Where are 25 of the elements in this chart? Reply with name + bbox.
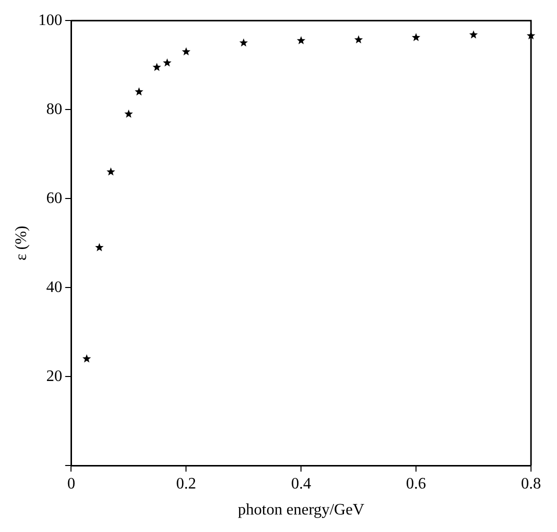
point <box>124 110 133 118</box>
y-tick-label: 100 <box>38 12 62 29</box>
x-tick-label: 0.4 <box>291 475 312 492</box>
point <box>182 47 190 56</box>
y-tick-label: 40 <box>46 278 62 296</box>
x-tick-label: 0 <box>67 475 76 492</box>
x-tick-label: 0.8 <box>521 475 541 492</box>
y-tick-label: 20 <box>46 368 62 385</box>
x-axis-title: photon energy/GeV <box>238 502 365 519</box>
point <box>82 354 91 362</box>
y-axis-title: ε (%) <box>12 226 30 260</box>
point <box>469 30 478 38</box>
x-tick-label: 0.2 <box>176 475 196 492</box>
point <box>162 58 172 67</box>
y-tick-label: 80 <box>46 100 62 118</box>
point <box>106 167 116 176</box>
point <box>354 35 363 44</box>
x-tick-label: 0.6 <box>406 475 426 492</box>
point <box>152 62 162 71</box>
point <box>95 243 104 252</box>
y-tick-label: 60 <box>46 190 62 207</box>
point <box>239 38 248 46</box>
point <box>412 33 420 42</box>
point <box>134 87 144 96</box>
point <box>296 36 306 44</box>
